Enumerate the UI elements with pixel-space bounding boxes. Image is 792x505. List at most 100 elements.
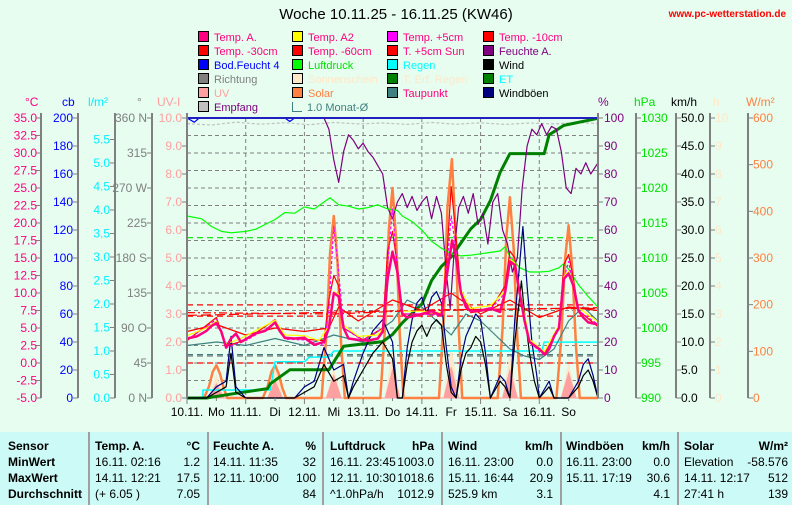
axis-tick-label: 20.0 [14, 216, 38, 230]
legend-item: UV [198, 87, 229, 101]
x-tick-date: 10.11. [171, 405, 203, 419]
legend-label: Temp. -30cm [214, 46, 278, 58]
series-windb-en [187, 226, 599, 399]
x-tick-weekday: Sa [503, 405, 518, 419]
axis-tick-label: 0.0 [20, 356, 37, 370]
table-cell-value: 0.0 [653, 455, 670, 469]
axis-tick-label: 7.0 [165, 195, 182, 209]
x-tick-weekday: Di [269, 405, 280, 419]
axis-tick-label: 50 [604, 251, 618, 265]
axis-tick-label: 2.0 [165, 335, 182, 349]
legend-swatch-icon [292, 87, 303, 98]
series-et [187, 116, 599, 400]
axis-tick-label: 9 [715, 139, 722, 153]
axis-tick-label: 80 [60, 279, 74, 293]
site-link[interactable]: www.pc-wetterstation.de [668, 9, 786, 20]
table-cell-time: 525.9 km [448, 487, 498, 501]
legend-label: UV [214, 88, 230, 100]
series-empfang [186, 121, 599, 126]
legend-swatch-icon [198, 45, 209, 56]
axis-tick-label: 9.0 [165, 139, 182, 153]
legend-item: Temp. A. [198, 31, 257, 45]
table-cell-value: 139 [767, 487, 788, 501]
legend-swatch-icon [198, 31, 209, 42]
axis-tick-label: 2.0 [93, 297, 110, 311]
axis-tick-label: 15.0 [681, 307, 705, 321]
axis-tick-label: 32.5 [14, 129, 38, 143]
axis-tick-label: 40 [604, 279, 618, 293]
axis-tick-label: 180 [53, 139, 73, 153]
table-cell-value: 17.5 [176, 471, 200, 485]
legend-label: Temp. A2 [308, 32, 354, 44]
legend-item: Temp. -30cm [198, 45, 278, 59]
axis-wind: km/h 50.0 45.0 40.0 35.0 30.0 25.0 20.0 15.0 10.0… [671, 95, 705, 405]
axis-tick-label: 4 [715, 279, 722, 293]
axis-tick-label: 25.0 [681, 251, 705, 265]
series-temp-60cm [186, 307, 599, 316]
table-row-label: MinWert [8, 455, 56, 469]
legend-item: ET [483, 73, 513, 87]
legend-swatch-icon [387, 31, 398, 42]
legend-item: Sonnenschein [292, 73, 378, 87]
axis-tick-label: 60 [604, 223, 618, 237]
axis-tick-label: 90 O [121, 321, 147, 335]
legend-swatch-icon [292, 73, 303, 84]
legend-item: Empfang [198, 101, 258, 115]
legend-item: Temp. +5cm [387, 31, 463, 45]
x-tick-date: 16.11. [523, 405, 555, 419]
legend-swatch-icon [387, 73, 398, 84]
table-cell-value: 32 [302, 455, 316, 469]
axis-tick-label: 990 [641, 391, 661, 405]
axis-tick-label: 80 [604, 167, 618, 181]
table-header-unit: °C [186, 439, 200, 453]
table-cell-value: 7.05 [176, 487, 200, 501]
table-cell-value: 0.0 [536, 455, 553, 469]
axis-tick-label: 4.0 [165, 279, 182, 293]
legend-label: Wind [499, 60, 525, 72]
weather-chart: °C35.032.530.027.525.022.520.017.515.012… [14, 95, 775, 419]
table-cell-value: 1003.0 [397, 455, 434, 469]
table-header-gust: Windböen [566, 439, 624, 453]
axis-tick-label: 3.0 [93, 250, 110, 264]
table-cell-time: 12.11. 10:30 [330, 471, 396, 485]
axis-uv: UV-I 10.0 9.0 8.0 7.0 6.0 5.0 4.0 3.0 2.0 1.0 0.0 [157, 95, 188, 405]
axis-tick-label: 6.0 [165, 223, 182, 237]
table-header-unit: W/m² [758, 439, 788, 453]
axis-tick-label: 22.5 [14, 199, 38, 213]
axis-tick-label: 315 [127, 146, 147, 160]
series-luftdruck [186, 197, 599, 308]
axis-tick-label: 300 [753, 251, 773, 265]
legend-swatch-icon [387, 59, 398, 70]
axes-layer: °C35.032.530.027.525.022.520.017.515.012… [14, 95, 775, 405]
table-header-unit: % [305, 439, 316, 453]
chart-title: Woche 10.11.25 - 16.11.25 (KW46) [279, 6, 513, 23]
table-cell-time: 15.11. 16:44 [448, 471, 514, 485]
series-wind [187, 280, 599, 399]
axis-tick-label: 5.0 [165, 251, 182, 265]
legend-label: Luftdruck [308, 60, 354, 72]
legend-swatch-icon [483, 31, 494, 42]
legend-item: Solar [292, 87, 334, 101]
axis-tick-label: 1.0 [165, 363, 182, 377]
table-cell-time: Elevation [684, 455, 734, 469]
table-cell-time: 16.11. 23:45 [330, 455, 396, 469]
axis-tick-label: 7 [715, 195, 722, 209]
axis-tick-label: 0.0 [681, 391, 698, 405]
legend-label: Feuchte A. [499, 46, 552, 58]
axis-tick-label: 225 [127, 216, 147, 230]
table-separator [677, 432, 679, 505]
axis-tick-label: 0 [604, 391, 611, 405]
axis-tick-label: 25.0 [14, 181, 38, 195]
axis-tick-label: 0.5 [93, 367, 110, 381]
series-solar [187, 157, 598, 400]
table-header-hum: Feuchte A. [213, 439, 274, 453]
axis-tick-label: 40.0 [681, 167, 705, 181]
table-separator [560, 432, 562, 505]
legend-item: Feuchte A. [483, 45, 552, 59]
axis-tick-label: 12.5 [14, 269, 38, 283]
table-cell-value: -58.576 [747, 455, 788, 469]
table-cell-value: 30.6 [646, 471, 670, 485]
axis-tick-label: 360 N [115, 111, 147, 125]
axis-tick-label: 10.0 [159, 111, 183, 125]
